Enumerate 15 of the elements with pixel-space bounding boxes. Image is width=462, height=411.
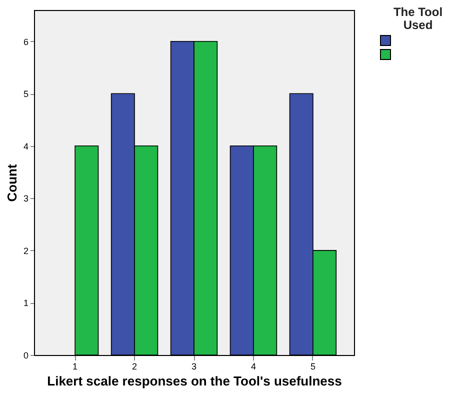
y-tick-label: 6 bbox=[23, 36, 28, 47]
y-tick-label: 1 bbox=[23, 298, 28, 308]
x-tick-label: 5 bbox=[310, 362, 316, 372]
x-tick-label: 2 bbox=[132, 362, 138, 372]
y-tick-label: 0 bbox=[23, 350, 28, 360]
y-tick-label: 5 bbox=[23, 89, 28, 100]
x-tick-label: 3 bbox=[191, 362, 197, 372]
y-tick-label: 4 bbox=[23, 141, 28, 152]
x-tick-label: 4 bbox=[250, 362, 256, 372]
y-tick-label: 2 bbox=[23, 246, 28, 256]
x-axis-title: Likert scale responses on the Tool's usefulness bbox=[47, 374, 342, 388]
y-axis-title: Count bbox=[4, 164, 20, 202]
x-tick-label: 1 bbox=[72, 362, 78, 372]
y-tick-label: 3 bbox=[23, 194, 28, 204]
legend-title: The Tool Used bbox=[392, 5, 444, 32]
